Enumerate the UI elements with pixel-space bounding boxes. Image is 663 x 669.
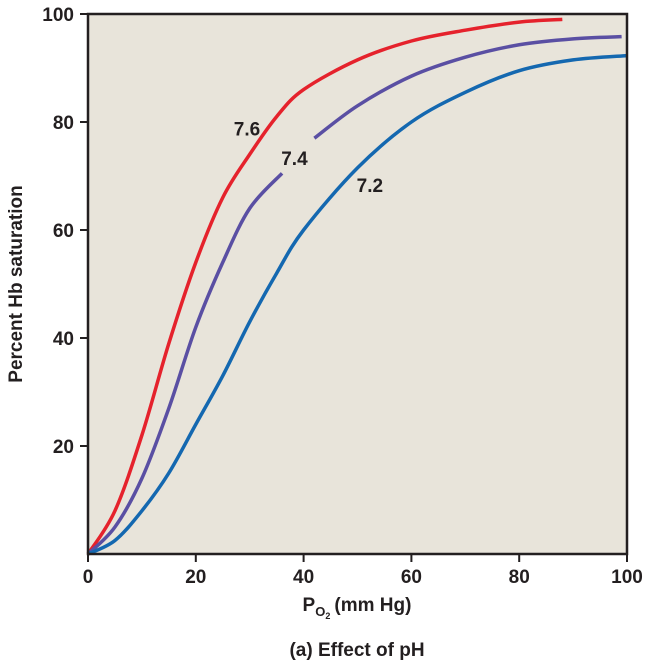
plot-frame [86,12,629,556]
ticks: 0 20 40 60 80 100 20 40 60 80 100 [42,5,643,588]
curve-labels: 7.6 7.4 7.2 [234,120,383,198]
y-tick-label: 20 [53,437,74,458]
x-axis-title-unit: (mm Hg) [334,595,411,616]
series-layer [86,17,628,556]
curve-label-7-6: 7.6 [234,120,260,141]
x-axis-title-main: P [303,595,316,616]
y-tick-label: 80 [53,113,74,134]
series-line-7-6 [86,17,563,555]
axes [86,12,629,556]
x-tick-label: 60 [401,567,422,588]
series-line-7-4-upper [313,34,622,140]
series-line-7-4 [86,172,284,556]
x-axis-title-sub: O [315,604,325,619]
x-tick-label: 40 [293,567,314,588]
y-axis-title: Percent Hb saturation [6,185,27,382]
x-tick-label: 100 [611,567,643,588]
x-tick-label: 20 [185,567,206,588]
x-tick-label: 80 [509,567,530,588]
series-line-7-2 [87,53,628,556]
curve-label-7-2: 7.2 [357,176,383,197]
chart-caption: (a) Effect of pH [289,640,424,661]
curve-label-7-4: 7.4 [281,149,308,170]
y-tick-label: 40 [53,329,74,350]
x-axis-title: PO2 (mm Hg) [303,595,412,621]
y-tick-label: 60 [53,221,74,242]
y-tick-label: 100 [42,5,74,26]
x-axis-title-subsub: 2 [325,611,330,621]
x-tick-label: 0 [83,567,94,588]
